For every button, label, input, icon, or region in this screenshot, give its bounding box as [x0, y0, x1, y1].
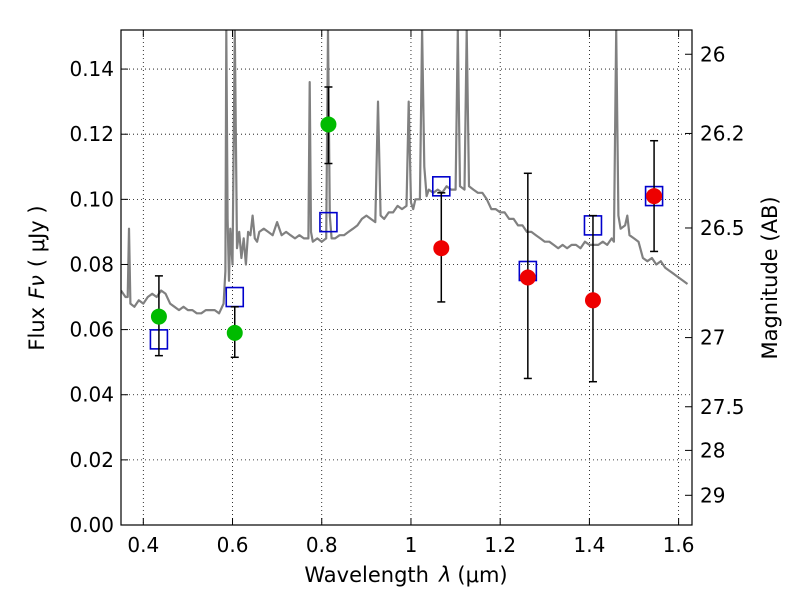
green-photometry-point	[320, 116, 337, 133]
y2-tick-label: 26.5	[700, 216, 745, 240]
template-spectrum-line	[121, 30, 689, 315]
tick-layer: 0.4 0.6 0.8 1 1.2 1.4 1.6 0.00 0.02 0.04 0.06 0.08 0…	[69, 30, 745, 557]
plot-frame	[120, 29, 693, 526]
y-tick-label: 0.14	[69, 57, 114, 81]
x-tick-label: 0.4	[127, 533, 159, 557]
y-axis-symbol: Fν	[25, 275, 49, 299]
x-tick-label: 0.6	[217, 533, 249, 557]
point-layer	[150, 116, 663, 341]
y-axis-unit: ( μJy )	[25, 205, 49, 267]
model-square	[225, 286, 245, 308]
green-photometry-point	[226, 324, 243, 341]
x-tick-label: 1.6	[663, 533, 695, 557]
y-axis-title-text: Flux	[25, 307, 49, 351]
red-photometry-point	[584, 292, 601, 309]
x-tick-label: 0.8	[306, 533, 338, 557]
red-photometry-point	[433, 240, 450, 257]
x-tick-label: 1.4	[573, 533, 605, 557]
y-tick-label: 0.10	[69, 187, 114, 211]
x-axis-symbol: λ	[438, 563, 451, 587]
y-tick-label: 0.12	[69, 122, 114, 146]
x-tick-label: 1.2	[484, 533, 516, 557]
y-tick-label: 0.06	[69, 318, 114, 342]
y2-tick-label: 28	[700, 438, 725, 462]
x-axis-title-text: Wavelength	[304, 563, 429, 587]
y-tick-label: 0.02	[69, 448, 114, 472]
y-tick-label: 0.00	[69, 513, 114, 537]
y2-tick-label: 26.2	[700, 121, 745, 145]
y2-axis-title: Magnitude (AB)	[758, 196, 782, 359]
spectrum-layer	[121, 30, 689, 315]
green-photometry-point	[150, 308, 167, 325]
y-tick-label: 0.04	[69, 383, 114, 407]
y2-tick-label: 27	[700, 326, 725, 350]
x-tick-label: 1	[405, 533, 418, 557]
red-photometry-point	[519, 269, 536, 286]
y-tick-label: 0.08	[69, 252, 114, 276]
y2-tick-label: 26	[700, 42, 725, 66]
red-photometry-point	[646, 188, 663, 205]
model-square	[319, 211, 338, 233]
x-axis-title: Wavelength λ (μm)	[304, 563, 507, 587]
y2-tick-label: 27.5	[700, 395, 745, 419]
y-axis-title: Flux Fν ( μJy )	[25, 205, 49, 350]
x-axis-unit: (μm)	[457, 563, 507, 587]
y2-tick-label: 29	[700, 483, 725, 507]
grid	[121, 30, 692, 526]
